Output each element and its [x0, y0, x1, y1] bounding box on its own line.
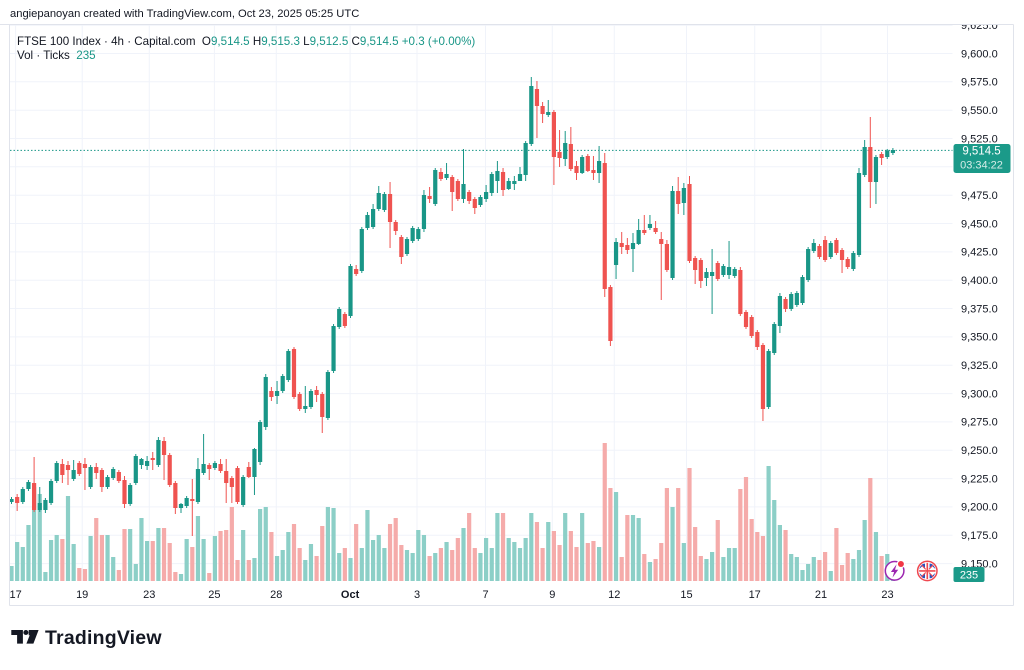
svg-text:9,475.0: 9,475.0 — [961, 190, 998, 202]
svg-text:9,600.0: 9,600.0 — [961, 48, 998, 60]
svg-text:7: 7 — [482, 589, 488, 601]
svg-text:03:34:22: 03:34:22 — [960, 160, 1003, 172]
svg-text:28: 28 — [270, 589, 282, 601]
svg-text:9,325.0: 9,325.0 — [961, 360, 998, 372]
svg-text:235: 235 — [960, 570, 978, 582]
svg-text:9,350.0: 9,350.0 — [961, 332, 998, 344]
svg-text:9,400.0: 9,400.0 — [961, 275, 998, 287]
svg-text:9,575.0: 9,575.0 — [961, 77, 998, 89]
svg-text:FTSE 100 Index · 4h · Capital.: FTSE 100 Index · 4h · Capital.com O9,514… — [17, 35, 475, 48]
svg-text:9,225.0: 9,225.0 — [961, 473, 998, 485]
svg-text:23: 23 — [881, 589, 893, 601]
svg-text:15: 15 — [680, 589, 692, 601]
svg-text:21: 21 — [815, 589, 827, 601]
svg-text:9,514.5: 9,514.5 — [962, 146, 1000, 158]
svg-text:Oct: Oct — [341, 589, 360, 601]
svg-text:12: 12 — [608, 589, 620, 601]
svg-text:TradingView: TradingView — [45, 627, 162, 649]
svg-text:9,425.0: 9,425.0 — [961, 247, 998, 259]
svg-text:3: 3 — [414, 589, 420, 601]
svg-text:9,275.0: 9,275.0 — [961, 417, 998, 429]
svg-text:9,175.0: 9,175.0 — [961, 530, 998, 542]
svg-text:17: 17 — [749, 589, 761, 601]
svg-text:23: 23 — [143, 589, 155, 601]
svg-text:9,550.0: 9,550.0 — [961, 105, 998, 117]
svg-text:19: 19 — [76, 589, 88, 601]
svg-text:25: 25 — [208, 589, 220, 601]
svg-text:9,450.0: 9,450.0 — [961, 218, 998, 230]
svg-text:9: 9 — [549, 589, 555, 601]
svg-text:9,375.0: 9,375.0 — [961, 303, 998, 315]
svg-text:angiepanoyan created with Trad: angiepanoyan created with TradingView.co… — [10, 8, 359, 20]
svg-text:9,525.0: 9,525.0 — [961, 133, 998, 145]
svg-text:9,300.0: 9,300.0 — [961, 388, 998, 400]
svg-text:17: 17 — [9, 589, 21, 601]
svg-text:9,200.0: 9,200.0 — [961, 502, 998, 514]
svg-text:9,250.0: 9,250.0 — [961, 445, 998, 457]
svg-text:Vol · Ticks 235: Vol · Ticks 235 — [17, 49, 96, 62]
